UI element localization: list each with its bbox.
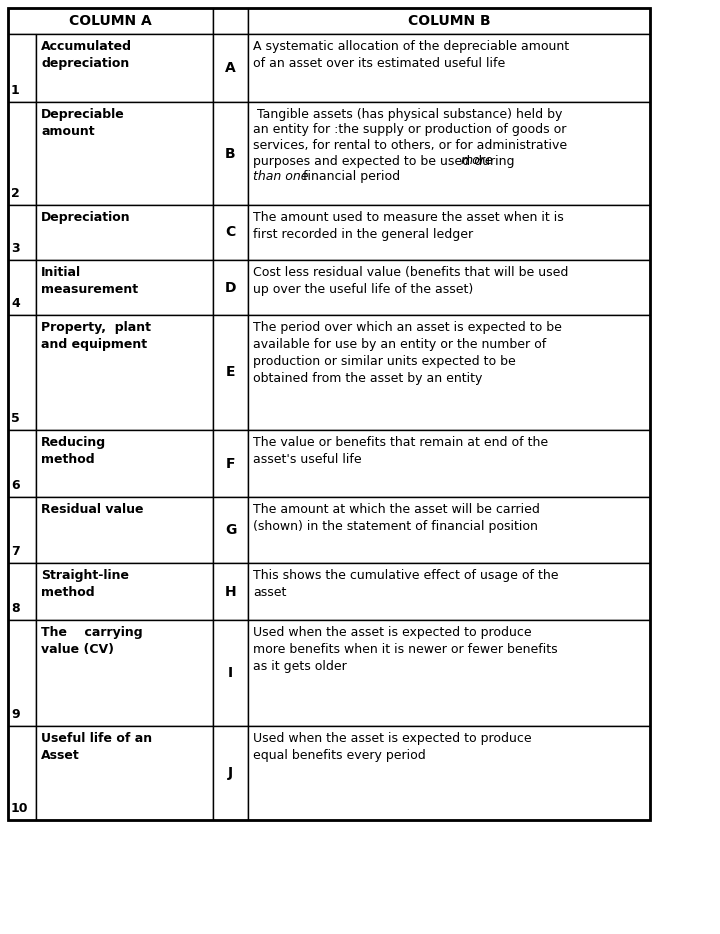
Bar bbox=[36, 260, 213, 315]
Text: B: B bbox=[225, 147, 236, 161]
Bar bbox=[36, 497, 213, 563]
Text: H: H bbox=[225, 585, 236, 599]
Bar bbox=[248, 315, 650, 430]
Bar bbox=[213, 102, 248, 205]
Text: Straight-line
method: Straight-line method bbox=[41, 569, 129, 599]
Bar bbox=[8, 563, 36, 620]
Bar bbox=[248, 260, 650, 315]
Text: The amount used to measure the asset when it is
first recorded in the general le: The amount used to measure the asset whe… bbox=[253, 211, 564, 241]
Bar bbox=[213, 430, 248, 497]
Text: Tangible assets (has physical substance) held by: Tangible assets (has physical substance)… bbox=[253, 108, 562, 121]
Bar bbox=[8, 620, 36, 726]
Bar bbox=[36, 620, 213, 726]
Bar bbox=[213, 497, 248, 563]
Bar bbox=[248, 8, 650, 34]
Bar bbox=[36, 563, 213, 620]
Bar bbox=[213, 205, 248, 260]
Text: financial period: financial period bbox=[294, 170, 400, 183]
Text: The period over which an asset is expected to be
available for use by an entity : The period over which an asset is expect… bbox=[253, 321, 562, 385]
Bar bbox=[248, 102, 650, 205]
Bar bbox=[36, 102, 213, 205]
Bar bbox=[8, 497, 36, 563]
Text: 8: 8 bbox=[11, 602, 19, 615]
Text: A: A bbox=[225, 61, 236, 75]
Bar bbox=[213, 620, 248, 726]
Text: G: G bbox=[225, 523, 236, 537]
Bar bbox=[213, 260, 248, 315]
Text: F: F bbox=[226, 457, 235, 471]
Bar bbox=[36, 315, 213, 430]
Text: an entity for :the supply or production of goods or: an entity for :the supply or production … bbox=[253, 123, 567, 136]
Text: Accumulated
depreciation: Accumulated depreciation bbox=[41, 40, 132, 70]
Text: services, for rental to others, or for administrative: services, for rental to others, or for a… bbox=[253, 139, 567, 152]
Bar bbox=[8, 8, 213, 34]
Text: Reducing
method: Reducing method bbox=[41, 436, 106, 466]
Text: Initial
measurement: Initial measurement bbox=[41, 266, 138, 296]
Text: The amount at which the asset will be carried
(shown) in the statement of financ: The amount at which the asset will be ca… bbox=[253, 503, 540, 533]
Text: 9: 9 bbox=[11, 708, 19, 721]
Text: Depreciable
amount: Depreciable amount bbox=[41, 108, 125, 138]
Bar bbox=[8, 8, 650, 820]
Bar bbox=[36, 726, 213, 820]
Bar bbox=[36, 34, 213, 102]
Text: C: C bbox=[225, 225, 235, 239]
Bar bbox=[248, 726, 650, 820]
Text: Useful life of an
Asset: Useful life of an Asset bbox=[41, 732, 152, 762]
Text: than one: than one bbox=[253, 170, 308, 183]
Bar bbox=[8, 430, 36, 497]
Bar bbox=[8, 260, 36, 315]
Text: COLUMN B: COLUMN B bbox=[408, 14, 490, 28]
Bar bbox=[36, 430, 213, 497]
Text: I: I bbox=[228, 666, 233, 680]
Text: 6: 6 bbox=[11, 479, 19, 492]
Bar bbox=[213, 8, 248, 34]
Bar bbox=[248, 620, 650, 726]
Bar bbox=[248, 34, 650, 102]
Text: This shows the cumulative effect of usage of the
asset: This shows the cumulative effect of usag… bbox=[253, 569, 559, 599]
Text: 7: 7 bbox=[11, 545, 19, 558]
Bar bbox=[8, 34, 36, 102]
Text: Residual value: Residual value bbox=[41, 503, 143, 516]
Text: Used when the asset is expected to produce
equal benefits every period: Used when the asset is expected to produ… bbox=[253, 732, 531, 762]
Text: J: J bbox=[228, 766, 233, 780]
Text: 2: 2 bbox=[11, 187, 19, 200]
Bar bbox=[8, 726, 36, 820]
Text: Depreciation: Depreciation bbox=[41, 211, 130, 224]
Bar bbox=[248, 430, 650, 497]
Text: Used when the asset is expected to produce
more benefits when it is newer or few: Used when the asset is expected to produ… bbox=[253, 626, 557, 673]
Bar bbox=[248, 563, 650, 620]
Text: E: E bbox=[226, 365, 235, 379]
Text: 1: 1 bbox=[11, 84, 19, 97]
Text: A systematic allocation of the depreciable amount
of an asset over its estimated: A systematic allocation of the depreciab… bbox=[253, 40, 569, 70]
Text: purposes and expected to be used during: purposes and expected to be used during bbox=[253, 154, 518, 167]
Bar bbox=[8, 102, 36, 205]
Bar bbox=[213, 563, 248, 620]
Bar bbox=[8, 205, 36, 260]
Bar bbox=[248, 205, 650, 260]
Text: The value or benefits that remain at end of the
asset's useful life: The value or benefits that remain at end… bbox=[253, 436, 548, 466]
Bar bbox=[213, 315, 248, 430]
Text: 5: 5 bbox=[11, 412, 19, 425]
Text: 3: 3 bbox=[11, 242, 19, 255]
Bar bbox=[36, 205, 213, 260]
Bar bbox=[248, 497, 650, 563]
Text: The    carrying
value (CV): The carrying value (CV) bbox=[41, 626, 143, 656]
Bar bbox=[8, 315, 36, 430]
Text: D: D bbox=[225, 280, 236, 294]
Text: more: more bbox=[461, 154, 494, 167]
Text: Property,  plant
and equipment: Property, plant and equipment bbox=[41, 321, 151, 351]
Text: COLUMN A: COLUMN A bbox=[69, 14, 152, 28]
Bar bbox=[213, 34, 248, 102]
Bar bbox=[213, 726, 248, 820]
Text: 10: 10 bbox=[11, 802, 29, 815]
Text: 4: 4 bbox=[11, 297, 19, 310]
Text: Cost less residual value (benefits that will be used
up over the useful life of : Cost less residual value (benefits that … bbox=[253, 266, 568, 296]
